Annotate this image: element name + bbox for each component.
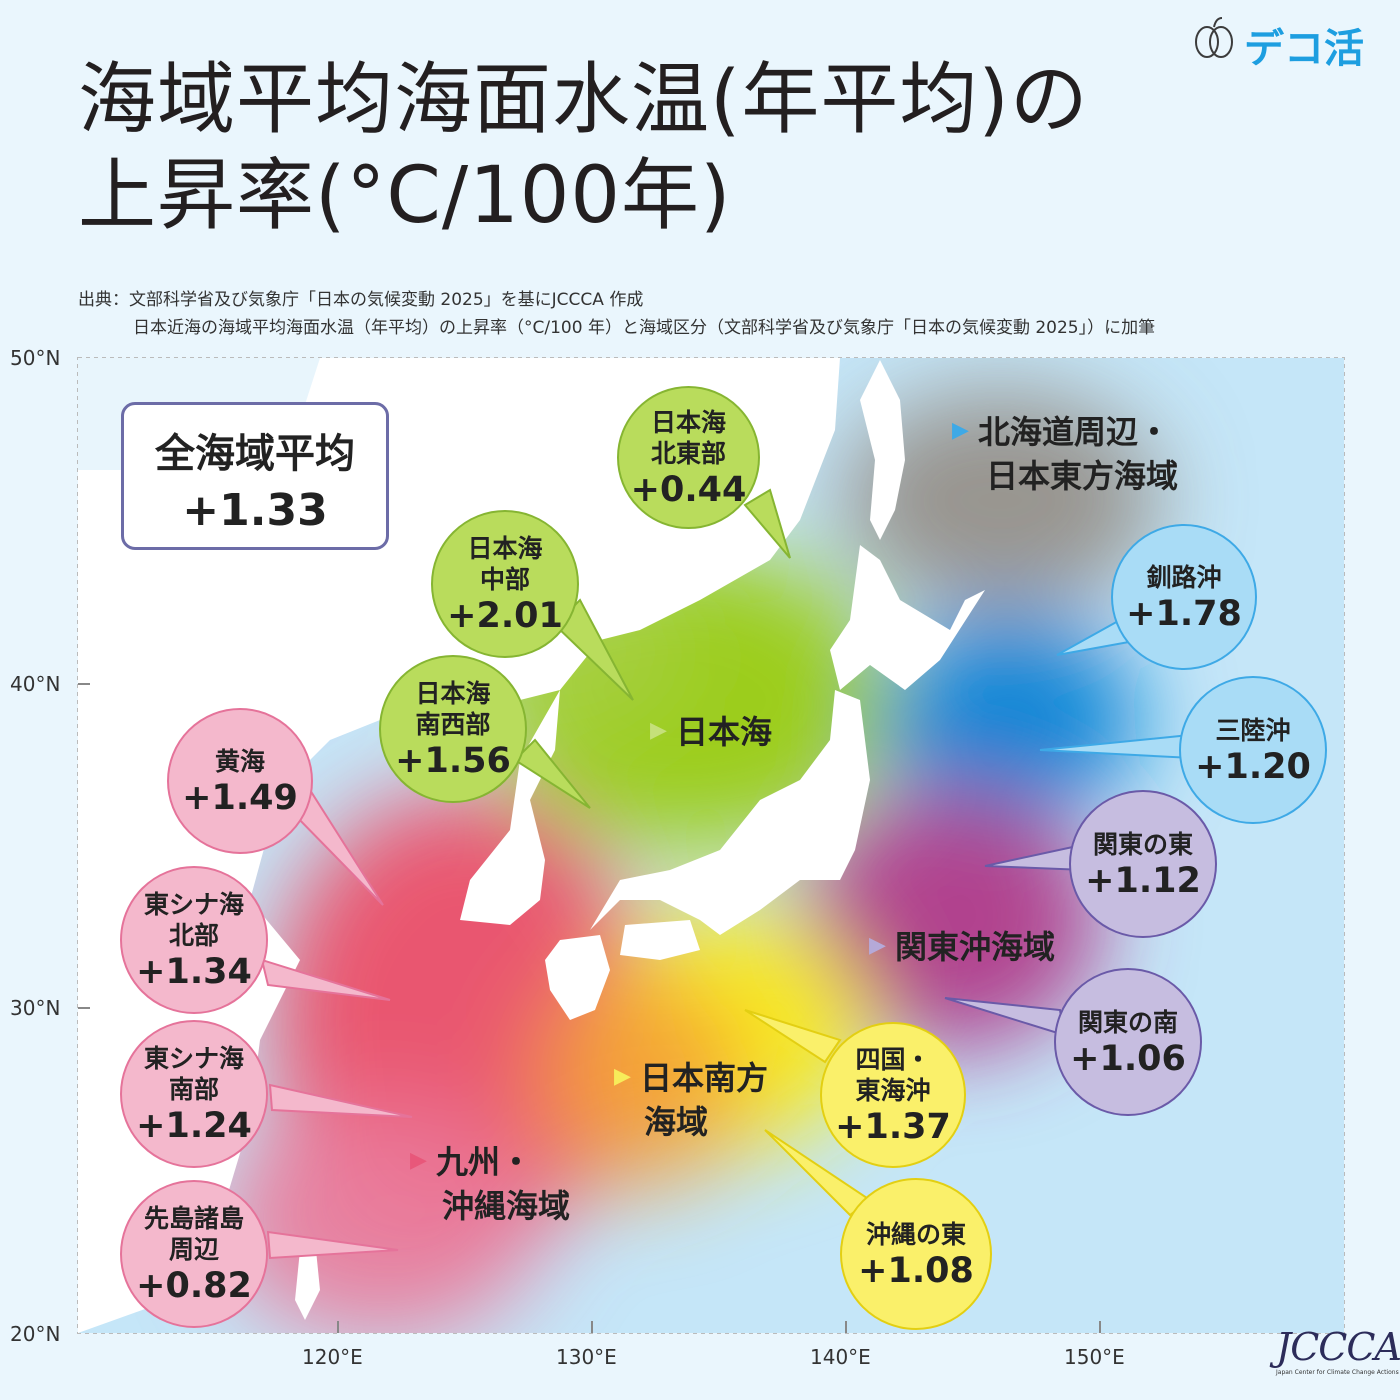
bubble-east-of-kanto: 関東の東 +1.12 <box>1069 790 1217 938</box>
lon-label-120: 120°E <box>302 1345 363 1369</box>
jccca-logo: JCCCA Japan Center for Climate Change Ac… <box>1276 1325 1400 1391</box>
bubble-shikoku-tokai-offshore: 四国・ 東海沖 +1.37 <box>820 1022 966 1168</box>
area-value: +2.01 <box>447 596 563 636</box>
apple-icon <box>1195 17 1233 58</box>
bubble-yellow-sea: 黄海 +1.49 <box>167 708 313 854</box>
area-name: 釧路沖 <box>1146 562 1222 592</box>
region-name: 日本海 <box>676 713 773 751</box>
pointer-japan-sea-sw <box>513 738 591 809</box>
area-name: 日本海 北東部 <box>650 407 726 468</box>
sanriku-field <box>880 620 1140 820</box>
area-name: 東シナ海 南部 <box>143 1044 244 1104</box>
region-name-2: 海域 <box>644 1103 709 1141</box>
bubble-kushiro-offshore: 釧路沖 +1.78 <box>1111 524 1257 670</box>
region-name: 九州・ <box>436 1143 533 1181</box>
region-japan-sea: ▶ 日本海 <box>650 710 773 754</box>
area-value: +1.37 <box>835 1107 951 1147</box>
bubble-east-china-sea-south: 東シナ海 南部 +1.24 <box>120 1020 268 1168</box>
area-value: +1.06 <box>1070 1038 1186 1079</box>
lon-label-150: 150°E <box>1064 1345 1125 1369</box>
area-value: +1.49 <box>182 777 298 818</box>
area-value: +1.78 <box>1126 593 1242 634</box>
deco-katsu-logo: デコ活 <box>1190 14 1390 72</box>
region-south-of-japan: ▶ 日本南方 海域 <box>614 1056 769 1144</box>
lat-label-30: 30°N <box>10 996 61 1020</box>
bubble-east-china-sea-north: 東シナ海 北部 +1.34 <box>120 866 268 1014</box>
lat-label-20: 20°N <box>10 1322 61 1346</box>
hokkaido-east-field <box>840 390 1160 610</box>
overall-value: +1.33 <box>182 485 328 536</box>
area-name: 日本海 南西部 <box>415 679 491 739</box>
bubble-south-of-kanto: 関東の南 +1.06 <box>1054 968 1202 1116</box>
source-note: 出典：文部科学省及び気象庁「日本の気候変動 2025」を基にJCCCA 作成 日… <box>78 286 1155 342</box>
area-name: 黄海 <box>214 746 265 776</box>
title-line-1: 海域平均海面水温(年平均)の <box>78 55 1089 145</box>
area-name: 沖縄の東 <box>865 1219 966 1249</box>
area-name: 東シナ海 北部 <box>143 890 244 950</box>
region-name: 北海道周辺・ <box>978 413 1171 451</box>
pointer-japan-sea-ne <box>743 488 791 559</box>
triangle-marker-icon: ▶ <box>650 718 667 743</box>
region-name: 関東沖海域 <box>895 928 1056 966</box>
source-line-1: 出典：文部科学省及び気象庁「日本の気候変動 2025」を基にJCCCA 作成 <box>78 290 644 310</box>
triangle-marker-icon: ▶ <box>410 1148 427 1173</box>
lon-label-130: 130°E <box>556 1345 617 1369</box>
bubble-sanriku-offshore: 三陸沖 +1.20 <box>1179 676 1327 824</box>
pointer-sakishima <box>266 1230 399 1260</box>
region-name: 日本南方 <box>640 1059 769 1097</box>
triangle-marker-icon: ▶ <box>614 1064 631 1089</box>
area-name: 先島諸島 周辺 <box>143 1204 244 1264</box>
area-name: 関東の東 <box>1092 829 1193 859</box>
source-line-2: 日本近海の海域平均海面水温（年平均）の上昇率（°C/100 年）と海域区分（文部… <box>133 318 1156 338</box>
bubble-japan-sea-northeast: 日本海 北東部 +0.44 <box>617 386 760 529</box>
bubble-east-of-okinawa: 沖縄の東 +1.08 <box>840 1178 992 1330</box>
lon-label-140: 140°E <box>810 1345 871 1369</box>
page-title: 海域平均海面水温(年平均)の 上昇率(°C/100年) <box>78 52 1258 244</box>
area-value: +1.34 <box>136 952 252 992</box>
triangle-marker-icon: ▶ <box>869 933 886 958</box>
area-value: +1.24 <box>136 1106 252 1146</box>
title-line-2: 上昇率(°C/100年) <box>78 151 732 241</box>
area-value: +0.44 <box>630 469 747 510</box>
lat-label-40: 40°N <box>10 672 61 696</box>
area-name: 関東の南 <box>1077 1007 1178 1037</box>
triangle-marker-icon: ▶ <box>952 418 969 443</box>
pointer-ecs-north <box>260 958 391 1001</box>
region-name-2: 沖縄海域 <box>442 1187 571 1225</box>
pointer-ecs-south <box>268 1083 413 1118</box>
region-hokkaido-east: ▶ 北海道周辺・ 日本東方海域 <box>952 410 1179 498</box>
area-name: 三陸沖 <box>1215 715 1291 745</box>
overall-average-box: 全海域平均 +1.33 <box>121 402 389 550</box>
area-value: +1.20 <box>1195 746 1311 787</box>
area-value: +0.82 <box>136 1266 252 1306</box>
region-kyushu-okinawa: ▶ 九州・ 沖縄海域 <box>410 1140 571 1228</box>
area-value: +1.08 <box>858 1250 974 1291</box>
bubble-japan-sea-southwest: 日本海 南西部 +1.56 <box>379 655 527 803</box>
area-name: 四国・ 東海沖 <box>855 1045 931 1105</box>
logo-text: デコ活 <box>1244 26 1364 72</box>
area-name: 日本海 中部 <box>467 534 543 594</box>
overall-label: 全海域平均 <box>155 431 355 477</box>
region-name-2: 日本東方海域 <box>986 457 1179 495</box>
lat-label-50: 50°N <box>10 346 61 370</box>
jccca-subtitle: Japan Center for Climate Change Actions <box>1276 1369 1399 1376</box>
area-value: +1.56 <box>395 741 511 781</box>
bubble-japan-sea-central: 日本海 中部 +2.01 <box>431 510 579 658</box>
area-value: +1.12 <box>1085 860 1201 901</box>
jccca-mark: JCCCA <box>1276 1325 1400 1369</box>
kanto-field <box>800 790 1100 1050</box>
bubble-sakishima-islands: 先島諸島 周辺 +0.82 <box>120 1180 268 1328</box>
region-kanto-offshore: ▶ 関東沖海域 <box>869 925 1056 969</box>
pointer-shikoku-tokai <box>744 1009 842 1064</box>
